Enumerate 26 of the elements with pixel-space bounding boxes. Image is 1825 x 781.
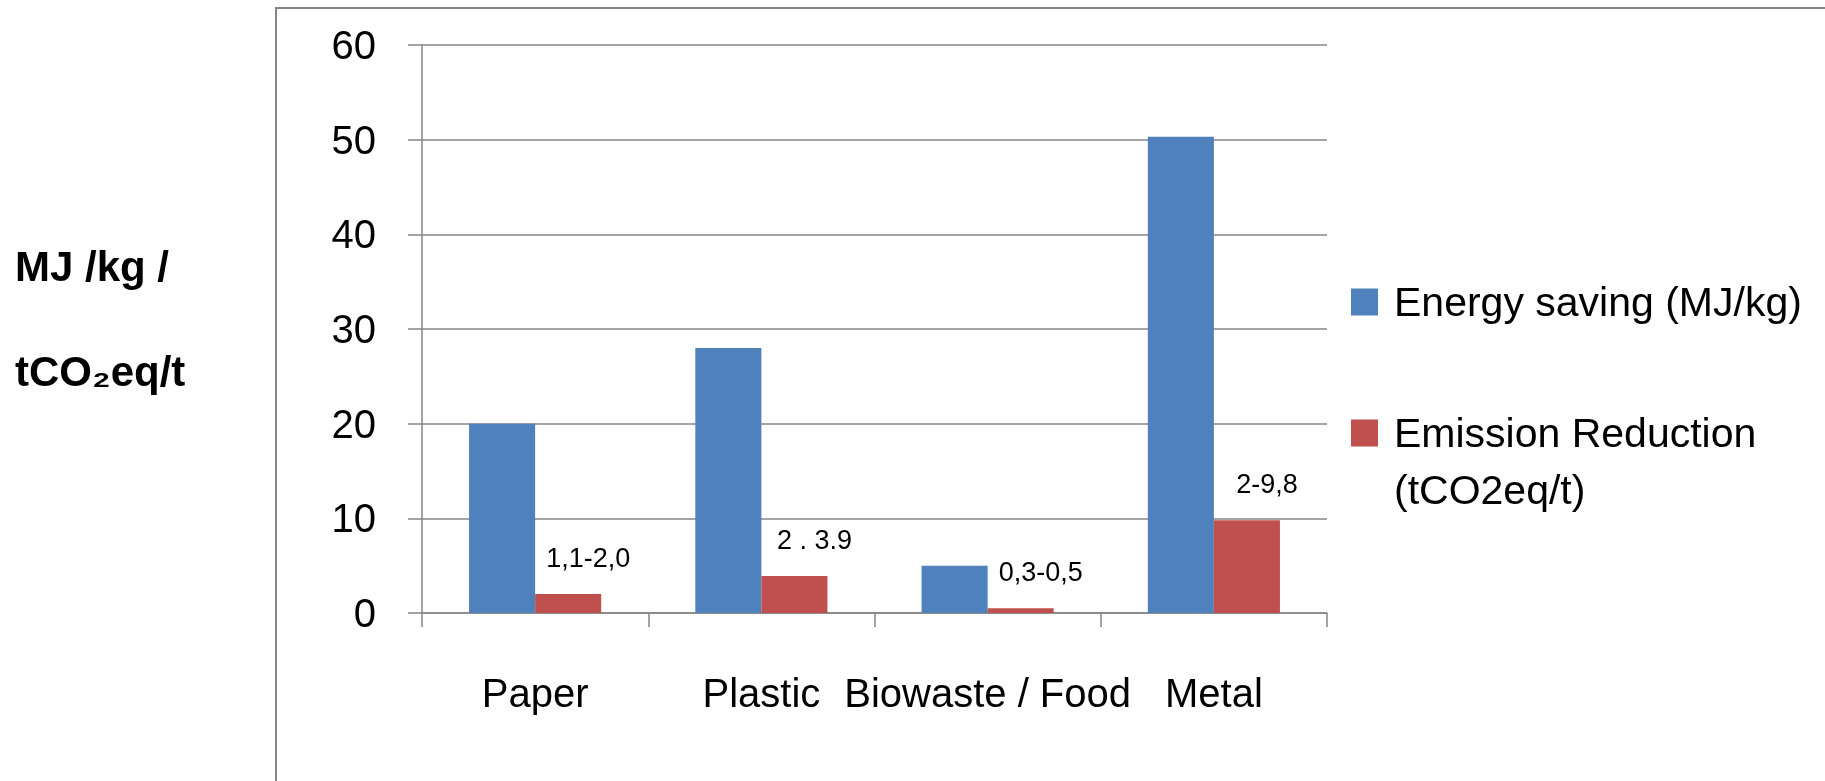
y-tick-label: 50 [331, 117, 376, 162]
y-tick-label: 40 [331, 212, 376, 257]
data-label: 0,3-0,5 [998, 556, 1083, 587]
bar [987, 608, 1054, 613]
bar [1213, 520, 1280, 613]
bar [761, 576, 828, 613]
y-tick-label: 20 [331, 401, 376, 446]
bar [921, 565, 988, 613]
y-tick-label: 60 [331, 23, 376, 67]
x-tick-label: Plastic [702, 671, 821, 715]
bar [535, 594, 602, 613]
y-tick-label: 0 [353, 591, 376, 635]
bar [695, 347, 762, 613]
text: MJ /kg / tCO₂eq/t [15, 243, 186, 395]
data-label: 1,1-2,0 [546, 542, 631, 573]
x-tick-label: Biowaste / Food [844, 671, 1132, 715]
bar [469, 423, 536, 613]
y-tick-label: 10 [331, 496, 376, 541]
bar [1147, 136, 1214, 613]
legend-label: Energy saving (MJ/kg) [1394, 279, 1802, 325]
x-tick-label: Paper [481, 671, 589, 715]
legend-label: Emission Reduction (tCO2eq/t) [1394, 410, 1768, 513]
x-tick-label: Metal [1164, 671, 1263, 715]
y-tick-label: 30 [331, 307, 376, 351]
data-label: 2 . 3.9 [776, 524, 852, 555]
data-label: 2-9,8 [1236, 468, 1298, 499]
